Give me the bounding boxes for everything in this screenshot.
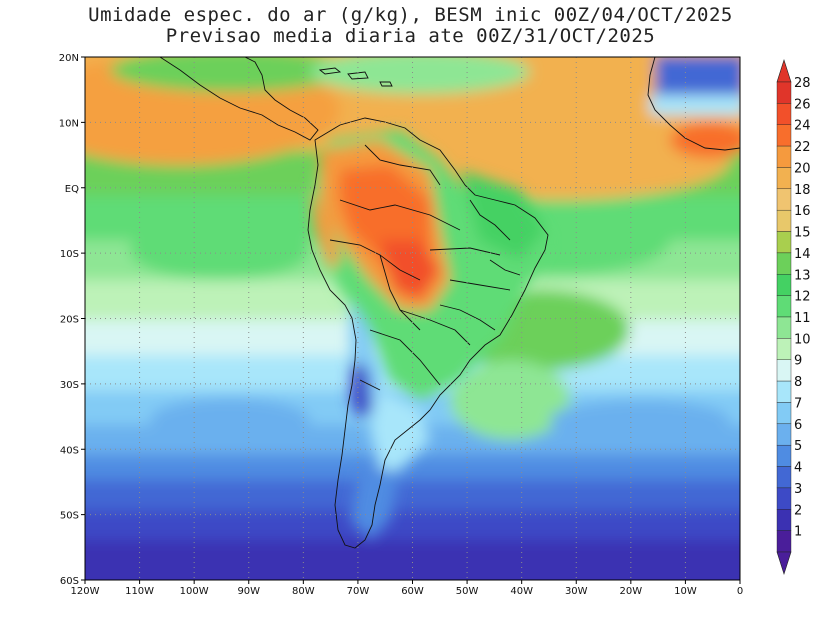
colorbar-bottom-arrow xyxy=(776,551,792,575)
colorbar-swatch xyxy=(776,124,792,147)
colorbar-swatch xyxy=(776,423,792,446)
lat-tick-label: 40S xyxy=(60,445,79,456)
lat-tick-label: 10S xyxy=(60,249,79,260)
colorbar-swatch xyxy=(776,103,792,125)
colorbar-label: 3 xyxy=(794,482,802,497)
colorbar-label: 26 xyxy=(794,97,811,112)
chart-subtitle: Previsao media diaria ate 00Z/31/OCT/202… xyxy=(165,25,656,47)
lon-tick-label: 110W xyxy=(125,586,154,597)
lon-tick-label: 80W xyxy=(292,586,315,597)
colorbar-label: 14 xyxy=(794,247,811,262)
colorbar-label: 12 xyxy=(794,290,811,305)
colorbar-swatch xyxy=(776,509,792,531)
colorbar-label: 11 xyxy=(794,311,811,326)
coastlines xyxy=(159,57,740,549)
colorbar-label: 15 xyxy=(794,226,811,241)
colorbar-top-arrow xyxy=(776,59,792,83)
colorbar-label: 16 xyxy=(794,204,811,219)
colorbar-label: 13 xyxy=(794,268,811,283)
lat-tick-label: EQ xyxy=(65,184,79,195)
lon-tick-label: 20W xyxy=(620,586,643,597)
colorbar-label: 4 xyxy=(794,461,802,476)
lat-tick-label: 10N xyxy=(59,118,79,129)
lon-tick-label: 40W xyxy=(510,586,533,597)
colorbar-swatch xyxy=(776,444,792,467)
colorbar-label: 1 xyxy=(794,525,802,540)
colorbar-swatch xyxy=(776,145,792,168)
colorbar-label: 5 xyxy=(794,439,802,454)
colorbar-swatch xyxy=(776,316,792,339)
lon-tick-label: 90W xyxy=(237,586,260,597)
colorbar-swatch xyxy=(776,338,792,360)
lat-tick-label: 30S xyxy=(60,380,79,391)
colorbar-label: 9 xyxy=(794,354,802,369)
colorbar-label: 10 xyxy=(794,332,811,347)
colorbar-swatch xyxy=(776,359,792,382)
colorbar-label: 6 xyxy=(794,418,802,433)
colorbar-swatch xyxy=(776,231,792,254)
lat-tick-label: 50S xyxy=(60,511,79,522)
lat-axis: 20N 10N EQ 10S 20S 30S 40S 50S 60S xyxy=(59,53,85,587)
lat-tick-label: 20N xyxy=(59,53,79,64)
chart-title: Umidade espec. do ar (g/kg), BESM inic 0… xyxy=(88,4,733,26)
lon-tick-label: 70W xyxy=(347,586,370,597)
colorbar-swatch xyxy=(776,167,792,190)
lon-tick-label: 60W xyxy=(401,586,424,597)
lon-tick-label: 30W xyxy=(565,586,588,597)
humidity-field xyxy=(85,57,740,580)
colorbar-label: 20 xyxy=(794,161,811,176)
colorbar-swatch xyxy=(776,380,792,403)
lat-tick-label: 60S xyxy=(60,576,79,587)
colorbar-label: 28 xyxy=(794,76,811,91)
lon-tick-label: 50W xyxy=(456,586,479,597)
colorbar-swatch xyxy=(776,209,792,232)
colorbar-swatch xyxy=(776,252,792,275)
lon-tick-label: 0 xyxy=(737,586,743,597)
colorbar-label: 8 xyxy=(794,375,802,390)
colorbar-swatch xyxy=(776,81,792,104)
colorbar-swatch xyxy=(776,295,792,318)
colorbar-swatch xyxy=(776,188,792,211)
colorbar-label: 2 xyxy=(794,503,802,518)
lon-tick-label: 120W xyxy=(71,586,100,597)
lat-tick-label: 20S xyxy=(60,315,79,326)
colorbar-label: 18 xyxy=(794,183,811,198)
lon-axis: 120W 110W 100W 90W 80W 70W 60W 50W 40W 30W 20W 10W 0 xyxy=(71,580,743,597)
colorbar-swatch xyxy=(776,466,792,489)
colorbar-label: 22 xyxy=(794,140,811,155)
colorbar-label: 24 xyxy=(794,119,811,134)
lon-tick-label: 10W xyxy=(674,586,697,597)
map-grid xyxy=(85,57,740,580)
colorbar: 28 26 24 22 20 18 16 15 14 13 12 11 10 9 8 7 6 5 4 3 2 1 xyxy=(776,59,811,575)
colorbar-swatch xyxy=(776,402,792,425)
colorbar-swatch xyxy=(776,487,792,510)
colorbar-label: 7 xyxy=(794,396,802,411)
colorbar-swatch xyxy=(776,530,792,553)
lon-tick-label: 100W xyxy=(180,586,209,597)
colorbar-swatch xyxy=(776,274,792,296)
